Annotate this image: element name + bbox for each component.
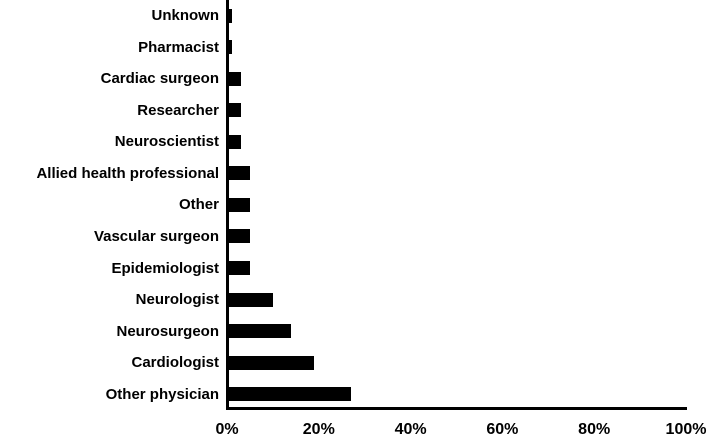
bar: [227, 292, 273, 307]
chart-row: Cardiologist: [0, 347, 708, 379]
bar: [227, 166, 250, 181]
bar: [227, 8, 232, 23]
bar-track: [227, 126, 686, 158]
bar: [227, 261, 250, 276]
bar-track: [227, 284, 686, 316]
bar-track: [227, 63, 686, 95]
bar-track: [227, 189, 686, 221]
x-axis-ticks: 0% 20% 40% 60% 80% 100%: [215, 421, 706, 445]
chart-row: Researcher: [0, 95, 708, 127]
chart-row: Cardiac surgeon: [0, 63, 708, 95]
chart-row: Allied health professional: [0, 158, 708, 190]
category-label: Neuroscientist: [114, 133, 219, 151]
x-tick-label: 0%: [215, 421, 239, 438]
chart-row: Other: [0, 189, 708, 221]
bar: [227, 229, 250, 244]
bar: [227, 71, 241, 86]
category-label: Other: [178, 196, 219, 214]
chart-row: Pharmacist: [0, 32, 708, 64]
y-axis-line: [226, 0, 229, 410]
chart-row: Neuroscientist: [0, 126, 708, 158]
x-tick-label: 80%: [578, 421, 611, 438]
bar: [227, 197, 250, 212]
chart-row: Epidemiologist: [0, 252, 708, 284]
chart-row: Neurosurgeon: [0, 315, 708, 347]
category-label: Vascular surgeon: [93, 227, 219, 245]
bar: [227, 355, 315, 370]
category-label: Other physician: [105, 385, 219, 403]
bar-track: [227, 315, 686, 347]
bar-track: [227, 378, 686, 410]
x-tick-label: 40%: [394, 421, 427, 438]
category-label: Researcher: [137, 101, 219, 119]
category-label: Pharmacist: [138, 38, 219, 56]
bar-track: [227, 95, 686, 127]
x-tick-label: 20%: [302, 421, 335, 438]
bar: [227, 324, 292, 339]
chart-row: Other physician: [0, 378, 708, 410]
bar: [227, 103, 241, 118]
x-axis-line: [226, 407, 687, 410]
bar-rows: Unknown Pharmacist Cardiac surgeon Research…: [0, 0, 708, 410]
bar-track: [227, 347, 686, 379]
bar: [227, 134, 241, 149]
bar-track: [227, 32, 686, 64]
bar: [227, 40, 232, 55]
bar-track: [227, 158, 686, 190]
category-label: Allied health professional: [36, 164, 219, 182]
x-tick-label: 60%: [486, 421, 519, 438]
category-label: Cardiac surgeon: [100, 70, 219, 88]
category-label: Cardiologist: [131, 354, 219, 372]
category-label: Epidemiologist: [111, 259, 219, 277]
category-label: Neurosurgeon: [116, 322, 219, 340]
category-label: Neurologist: [135, 291, 219, 309]
chart-row: Neurologist: [0, 284, 708, 316]
category-label: Unknown: [151, 7, 220, 25]
x-tick-label: 100%: [665, 421, 707, 438]
bar: [227, 387, 351, 402]
chart-row: Vascular surgeon: [0, 221, 708, 253]
chart-row: Unknown: [0, 0, 708, 32]
bar-track: [227, 221, 686, 253]
bar-track: [227, 252, 686, 284]
bar-track: [227, 0, 686, 32]
